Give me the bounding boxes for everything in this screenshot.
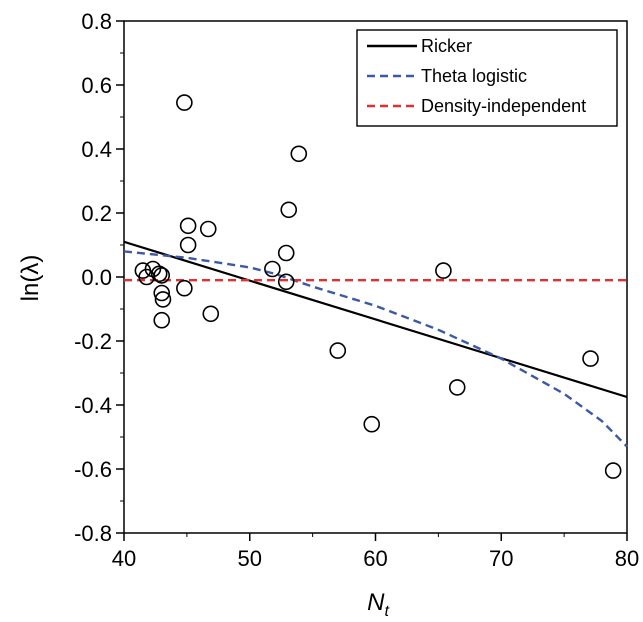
y-axis-title: ln(λ) (17, 255, 44, 302)
data-point (176, 279, 193, 297)
data-point (277, 244, 295, 262)
data-point (448, 379, 466, 396)
y-tick-label: 0.6 (81, 73, 112, 98)
y-tick-label: -0.6 (74, 457, 112, 482)
data-point (153, 284, 171, 302)
data-point (582, 350, 599, 367)
series-line-ricker (123, 240, 628, 399)
legend-label: Ricker (421, 36, 472, 56)
x-axis-title-main: N (367, 589, 385, 616)
y-tick-label: -0.4 (74, 393, 112, 418)
x-tick-label: 40 (112, 546, 136, 571)
data-point (329, 342, 347, 359)
data-point (150, 265, 168, 283)
data-point (199, 220, 217, 238)
data-point (153, 311, 171, 329)
x-axis-title-sub: t (384, 603, 389, 620)
data-point (154, 291, 172, 308)
data-point (290, 145, 308, 163)
x-axis-title: Nt (367, 589, 389, 620)
data-point (363, 415, 381, 433)
data-point (179, 217, 197, 235)
x-tick-label: 60 (363, 546, 387, 571)
series-lines (123, 240, 628, 448)
series-line-theta-logistic (123, 250, 628, 448)
data-point (176, 94, 193, 111)
y-tick-label: -0.2 (74, 329, 112, 354)
data-point (179, 236, 197, 254)
data-point (604, 462, 622, 479)
data-point (277, 273, 295, 291)
legend: Ricker Theta logistic Density-independent (356, 29, 618, 127)
y-tick-label: 0.2 (81, 201, 112, 226)
y-tick-label: -0.8 (74, 521, 112, 546)
x-tick-label: 50 (238, 546, 262, 571)
y-tick-label: 0.0 (81, 265, 112, 290)
x-axis: 40 50 60 70 80 (112, 533, 639, 571)
y-tick-label: 0.8 (81, 9, 112, 34)
data-points (134, 94, 622, 479)
data-point (435, 262, 452, 279)
y-tick-label: 0.4 (81, 137, 112, 162)
data-point (264, 260, 281, 278)
y-axis: 0.8 0.6 0.4 0.2 0.0 -0.2 -0.4 -0.6 -0.8 (74, 9, 124, 546)
legend-label: Theta logistic (421, 66, 527, 86)
x-tick-label: 80 (615, 546, 639, 571)
legend-label: Density-independent (421, 96, 586, 116)
x-tick-label: 70 (489, 546, 513, 571)
data-point (202, 305, 220, 323)
data-point (280, 201, 298, 219)
data-point (153, 267, 171, 284)
